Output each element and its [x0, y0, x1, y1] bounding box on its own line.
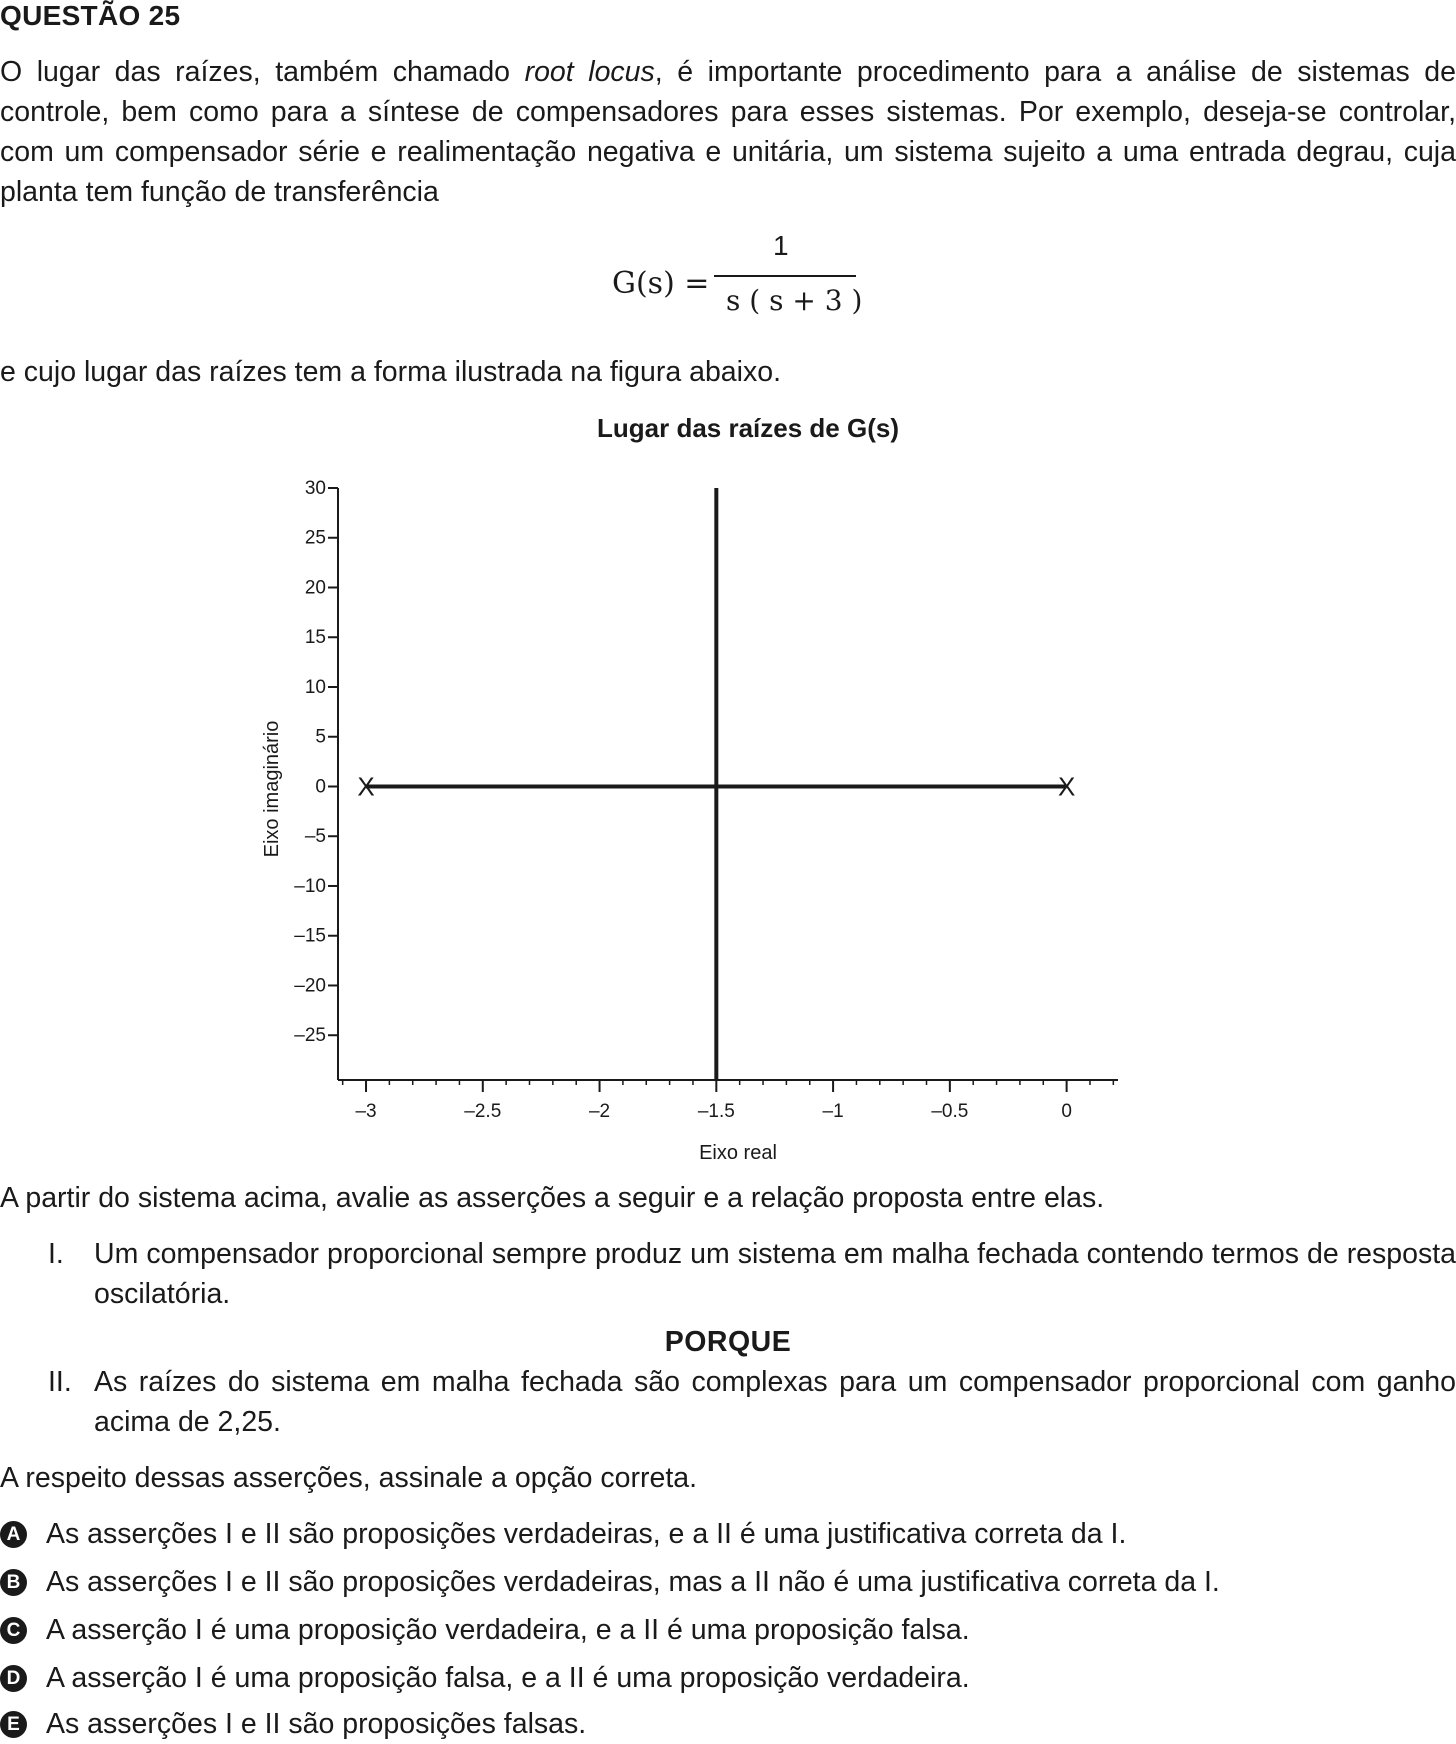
assertion-1-text: Um compensador proporcional sempre produ…: [94, 1238, 1456, 1310]
option-b[interactable]: B As asserções I e II são proposições ve…: [0, 1562, 1456, 1602]
option-a-letter: A: [0, 1521, 27, 1548]
option-b-text: As asserções I e II são proposições verd…: [46, 1566, 1220, 1598]
option-a-text: As asserções I e II são proposições verd…: [46, 1518, 1127, 1550]
formula-lhs: G(s) =: [612, 266, 710, 301]
chart-svg: Lugar das raízes de G(s) 30 25 20 15 10 5 0 –5 –1…: [261, 413, 1118, 1164]
option-d-letter: D: [0, 1665, 27, 1692]
y-tick-label: –5: [305, 826, 326, 847]
formula-denominator: s ( s + 3 ): [726, 284, 863, 317]
y-tick-label: –20: [294, 975, 326, 996]
question-title: QUESTÃO 25: [0, 0, 181, 31]
after-formula-text: e cujo lugar das raízes tem a forma ilus…: [0, 356, 781, 388]
x-tick-label: –2.5: [464, 1101, 501, 1122]
option-c-text: A asserção I é uma proposição verdadeira…: [46, 1614, 970, 1646]
root-locus-chart: Lugar das raízes de G(s) 30 25 20 15 10 5 0 –5 –1…: [0, 405, 1456, 1175]
y-tick-label: 25: [305, 528, 326, 549]
fraction-bar: [714, 275, 856, 277]
x-tick-label: 0: [1061, 1101, 1072, 1122]
option-a[interactable]: A As asserções I e II são proposições ve…: [0, 1514, 1456, 1554]
option-d-text: A asserção I é uma proposição falsa, e a…: [46, 1662, 970, 1694]
y-tick-label: 5: [315, 727, 326, 748]
option-c[interactable]: C A asserção I é uma proposição verdadei…: [0, 1610, 1456, 1650]
x-tick-label: –3: [355, 1101, 376, 1122]
option-d[interactable]: D A asserção I é uma proposição falsa, e…: [0, 1658, 1456, 1698]
pole-marker-1: X: [357, 771, 374, 801]
y-tick-label: –25: [294, 1025, 326, 1046]
y-tick-label: 15: [305, 627, 326, 648]
chart-title: Lugar das raízes de G(s): [597, 413, 899, 443]
instruction-text: A respeito dessas asserções, assinale a …: [0, 1462, 698, 1494]
after-chart-text: A partir do sistema acima, avalie as ass…: [0, 1182, 1105, 1214]
assertion-2-number: II.: [48, 1366, 72, 1398]
x-tick-label: –1.5: [698, 1101, 735, 1122]
y-tick-label: –10: [294, 876, 326, 897]
pole-marker-2: X: [1058, 771, 1075, 801]
transfer-function: G(s) = 1 s ( s + 3 ): [0, 230, 1456, 330]
y-tick-label: 0: [315, 776, 326, 797]
x-axis-label: Eixo real: [699, 1142, 777, 1164]
y-tick-label: –15: [294, 926, 326, 947]
y-tick-label: 20: [305, 577, 326, 598]
intro-paragraph: O lugar das raízes, também chamado root …: [0, 52, 1456, 212]
y-tick-label: 30: [305, 478, 326, 499]
option-c-letter: C: [0, 1617, 27, 1644]
formula-numerator: 1: [773, 230, 789, 261]
y-axis-label: Eixo imaginário: [261, 721, 283, 858]
intro-italic-term: root locus: [524, 56, 655, 88]
assertion-2-text: As raízes do sistema em malha fechada sã…: [94, 1366, 1456, 1438]
connector-porque: PORQUE: [664, 1326, 792, 1358]
intro-text-start: O lugar das raízes, também chamado: [0, 56, 525, 88]
option-e[interactable]: E As asserções I e II são proposições fa…: [0, 1704, 1456, 1744]
y-tick-label: 10: [305, 677, 326, 698]
intro-text-end: , é importante procedimento para a análi…: [0, 56, 1456, 208]
option-b-letter: B: [0, 1569, 27, 1596]
x-tick-label: –2: [589, 1101, 610, 1122]
x-tick-label: –0.5: [931, 1101, 968, 1122]
option-e-letter: E: [0, 1711, 27, 1738]
assertion-1-number: I.: [48, 1238, 64, 1270]
x-tick-label: –1: [823, 1101, 844, 1122]
option-e-text: As asserções I e II são proposições fals…: [46, 1708, 587, 1740]
